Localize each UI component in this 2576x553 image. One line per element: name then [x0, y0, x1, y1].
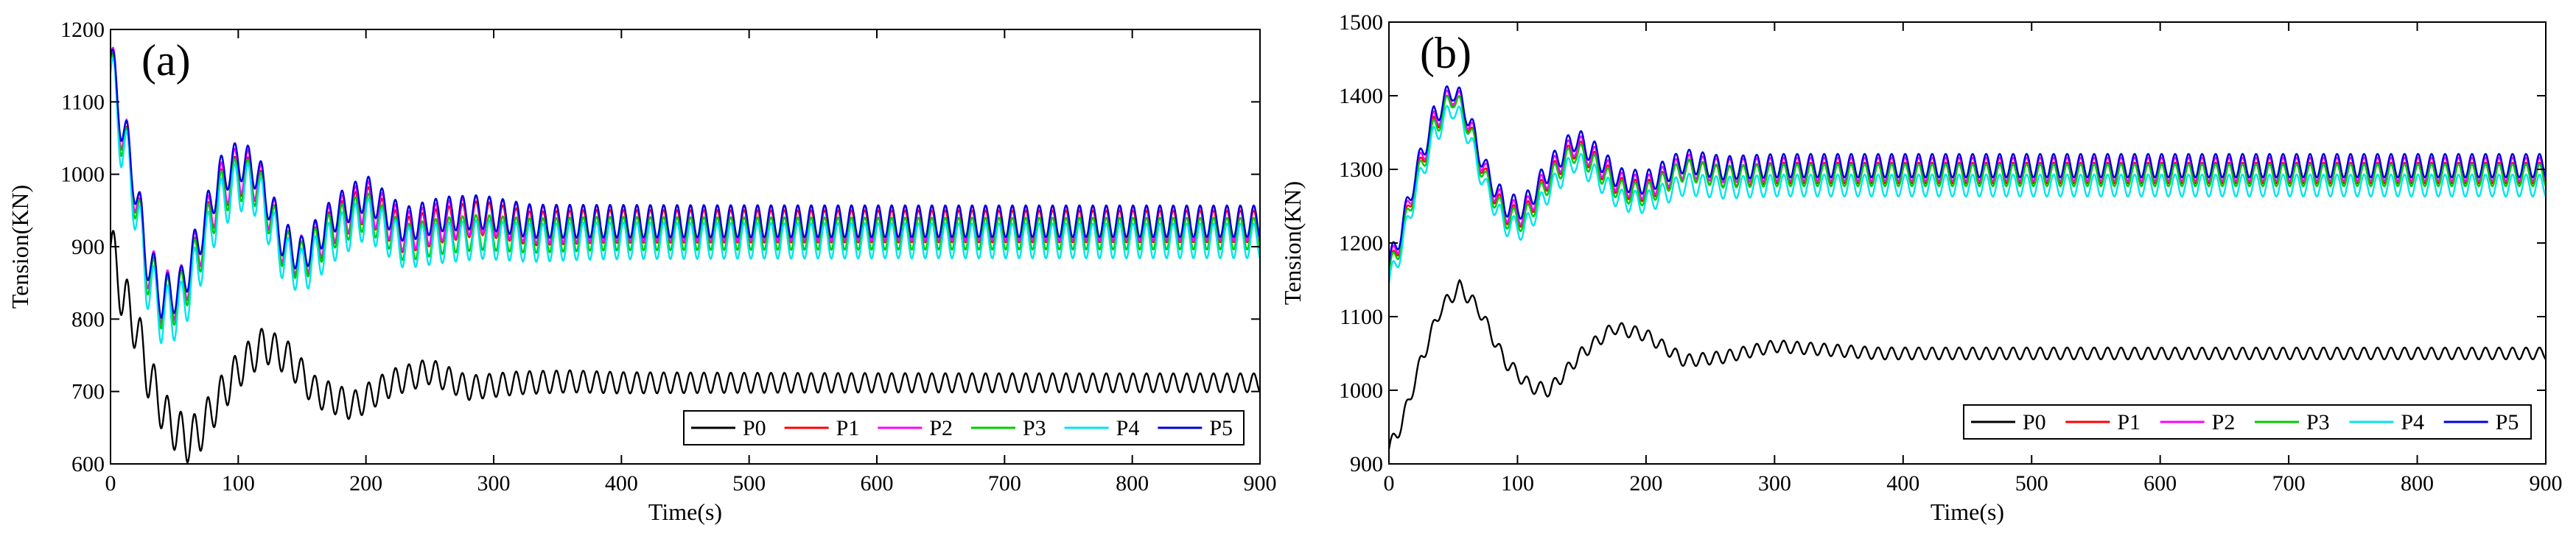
x-axis-label: Time(s): [648, 499, 722, 525]
series-line-p5: [111, 49, 1260, 319]
y-tick-label: 1100: [1340, 305, 1383, 329]
series-line-p5: [1389, 85, 2546, 266]
chart-panel-b: 0 100 200 300 400 500 600 700 800 900 900 1000 1100 1…: [1279, 10, 2563, 525]
x-tick-label: 600: [861, 471, 894, 496]
x-tick-label: 0: [1384, 471, 1395, 496]
x-tick-label: 500: [732, 471, 766, 496]
plot-area: [1389, 22, 2546, 464]
y-tick-label: 1200: [1339, 231, 1383, 256]
legend-box: [1963, 404, 2532, 440]
y-tick-label: 900: [1350, 452, 1383, 476]
y-tick-label: 1300: [1339, 158, 1383, 182]
panel-label: (b): [1420, 29, 1471, 77]
legend-label-p5: P5: [2496, 410, 2519, 434]
y-tick-label: 1400: [1339, 84, 1383, 108]
chart-panel-a: 0 100 200 300 400 500 600 700 800 900 600 700 800 900…: [7, 18, 1277, 525]
x-tick-label: 400: [605, 471, 638, 496]
y-axis-label: Tension(KN): [7, 185, 33, 309]
x-tick-label: 800: [2401, 471, 2434, 496]
series-line-p4: [111, 57, 1260, 345]
x-tick-label: 100: [1501, 471, 1534, 496]
x-tick-label: 600: [2143, 471, 2177, 496]
x-tick-label: 900: [2530, 471, 2563, 496]
x-tick-label: 700: [988, 471, 1021, 496]
x-tick-label: 700: [2272, 471, 2306, 496]
y-tick-label: 1500: [1339, 10, 1383, 35]
x-tick-label: 300: [477, 471, 511, 496]
x-tick-label: 800: [1116, 471, 1149, 496]
y-tick-label: 1000: [1339, 378, 1383, 403]
y-tick-label: 1100: [61, 90, 105, 114]
legend-label-p4: P4: [1116, 416, 1140, 440]
x-tick-label: 300: [1758, 471, 1791, 496]
y-tick-label: 800: [71, 307, 105, 331]
y-tick-label: 600: [71, 452, 105, 476]
series-line-p3: [1389, 95, 2546, 275]
legend-label-p2: P2: [929, 416, 953, 440]
x-tick-label: 200: [349, 471, 382, 496]
series-group: [111, 46, 1260, 463]
legend: P0 P1 P2 P3 P4 P5: [1963, 404, 2532, 440]
x-tick-label: 900: [1244, 471, 1277, 496]
legend: P0 P1 P2 P3 P4 P5: [683, 410, 1245, 445]
series-group: [1389, 85, 2546, 450]
x-tick-label: 500: [2015, 471, 2048, 496]
x-tick-label: 400: [1886, 471, 1919, 496]
series-line-p0: [111, 230, 1260, 463]
legend-label-p3: P3: [1023, 416, 1046, 440]
x-tick-label: 0: [105, 471, 116, 496]
x-tick-label: 100: [222, 471, 255, 496]
x-tick-label: 200: [1629, 471, 1662, 496]
legend-label-p4: P4: [2401, 410, 2424, 434]
legend-label-p1: P1: [836, 416, 860, 440]
y-tick-label: 700: [71, 380, 105, 404]
legend-label-p2: P2: [2212, 410, 2236, 434]
legend-label-p1: P1: [2117, 410, 2141, 434]
legend-label-p0: P0: [743, 416, 766, 440]
x-axis-label: Time(s): [1931, 499, 2004, 525]
series-line-p4: [1389, 105, 2546, 284]
y-axis-label: Tension(KN): [1279, 181, 1306, 305]
y-tick-label: 900: [71, 235, 105, 259]
series-line-p0: [1389, 279, 2546, 450]
legend-label-p5: P5: [1209, 416, 1233, 440]
panel-label: (a): [141, 36, 191, 85]
y-tick-label: 1000: [60, 163, 105, 187]
y-tick-label: 1200: [60, 18, 105, 42]
legend-label-p3: P3: [2306, 410, 2330, 434]
legend-label-p0: P0: [2023, 410, 2046, 434]
series-line-p3: [111, 53, 1260, 330]
legend-box: [683, 410, 1245, 445]
